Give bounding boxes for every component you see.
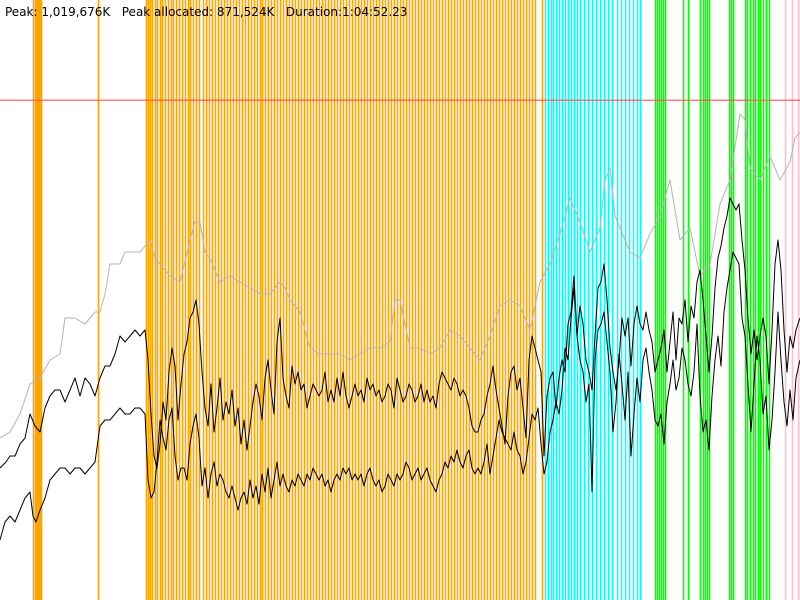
capacity-series-line-0 — [0, 113, 800, 439]
chart-header: Peak: 1,019,676K Peak allocated: 871,524… — [5, 4, 407, 20]
peak-label: Peak: 1,019,676K — [5, 5, 111, 19]
peak-allocated-label: Peak allocated: 871,524K — [121, 5, 275, 19]
usage-series — [0, 113, 800, 541]
usage-series-line-2 — [0, 251, 800, 541]
duration-label: Duration:1:04:52.23 — [285, 5, 408, 19]
phase-markers — [32, 0, 800, 600]
usage-series-line-1 — [0, 197, 800, 469]
